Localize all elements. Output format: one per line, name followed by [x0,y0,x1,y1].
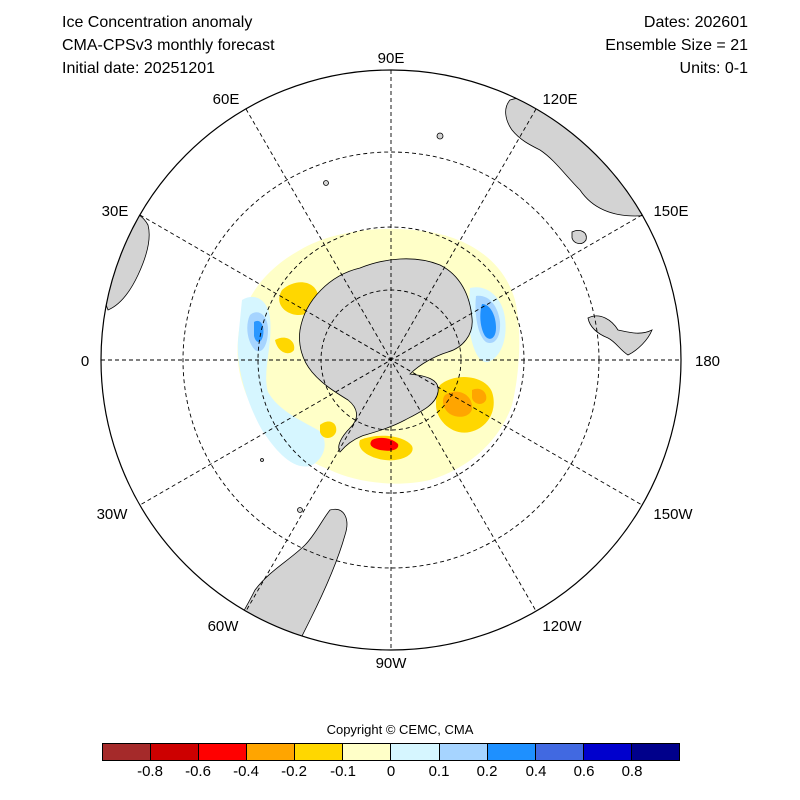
lon-label-0: 0 [81,353,89,370]
meridian-150e-30w [139,214,643,506]
africa-landmass [101,207,150,311]
lon-label-90w: 90W [376,655,408,672]
lon-label-150w: 150W [653,506,693,523]
colorbar-swatch [247,744,296,760]
colorbar-swatch [199,744,248,760]
colorbar-swatch [439,744,488,760]
copyright-label: Copyright © CEMC, CMA [326,722,474,737]
colorbar-swatch [391,744,440,760]
header-left: Ice Concentration anomaly CMA-CPSv3 mont… [62,11,275,80]
initial-date: Initial date: 20251201 [62,60,216,77]
map-title: Ice Concentration anomaly [62,14,253,31]
antarctica-landmass [299,258,473,453]
colorbar-swatch [631,744,679,760]
units-label: Units: 0-1 [679,60,748,77]
lon-label-30w: 30W [97,506,129,523]
colorbar-tick: -0.2 [281,763,307,780]
colorbar-swatch [151,744,200,760]
colorbar-tick: 0.1 [428,763,450,780]
lon-label-180: 180 [695,353,720,370]
lon-label-90e: 90E [378,50,405,67]
lon-label-60w: 60W [208,618,240,635]
colorbar-tick: 0.2 [476,763,498,780]
lon-label-120e: 120E [542,91,577,108]
colorbar-tick: 0 [386,763,396,780]
map-content [101,70,681,650]
colorbar-tick: -0.8 [137,763,163,780]
anomaly-yellow-peninsula [320,421,337,438]
lon-label-120w: 120W [542,618,582,635]
colorbar-tick: -0.1 [330,763,356,780]
south-america-landmass [199,508,348,650]
island-small-3 [297,507,303,513]
colorbar-tick: -0.4 [233,763,259,780]
island-small-1 [323,180,329,186]
island-small-2 [436,132,444,140]
forecast-dates: Dates: 202601 [643,14,748,31]
anomaly-orange-east-small [472,388,487,404]
land-masses [101,97,653,650]
header-right: Dates: 202601 Ensemble Size = 21 Units: … [605,11,748,80]
tasmania-landmass [571,230,587,244]
anomaly-blue-strong-east [480,304,496,339]
map-boundary [100,69,682,651]
anomaly-yellow-west [275,337,295,354]
lon-label-30e: 30E [102,203,129,220]
island-small-4 [260,458,264,462]
colorbar-swatch [343,744,392,760]
colorbar-tick: 0.6 [573,763,595,780]
colorbar-tick: 0.4 [525,763,547,780]
longitude-labels: 90E 120E 150E 180 150W 120W 90W 60W 30W … [81,50,720,672]
anomaly-orange-east [442,391,473,417]
colorbar-swatch [295,744,344,760]
model-name: CMA-CPSv3 monthly forecast [62,37,275,54]
anomaly-blue-strong-west [254,320,264,342]
lon-label-60e: 60E [213,91,240,108]
lon-label-150e: 150E [653,203,688,220]
colorbar-swatch [103,744,152,760]
colorbar-tick: 0.8 [621,763,643,780]
ensemble-size: Ensemble Size = 21 [605,37,748,54]
colorbar-swatch [583,744,632,760]
australia-landmass [505,97,651,217]
colorbar-tick: -0.6 [185,763,211,780]
colorbar-swatch [535,744,584,760]
graticule [101,70,681,650]
new-zealand-landmass [587,315,653,356]
colorbar-swatch [487,744,536,760]
colorbar [102,743,680,761]
